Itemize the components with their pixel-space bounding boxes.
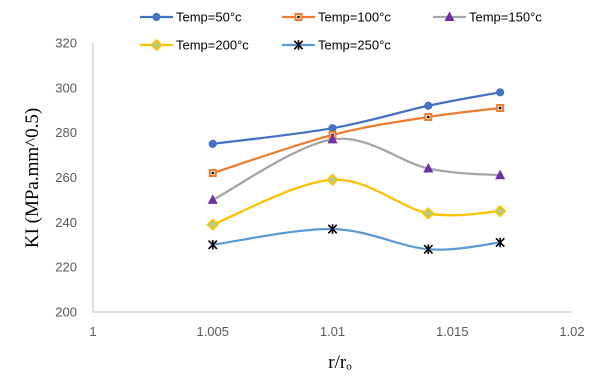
legend-item: Temp=250°c — [282, 38, 391, 53]
legend-item: Temp=200°c — [140, 38, 249, 53]
data-point — [208, 139, 217, 148]
y-tick-label: 280 — [55, 125, 77, 140]
y-tick-label: 320 — [55, 36, 77, 51]
data-point — [327, 224, 338, 234]
legend-label: Temp=50°c — [176, 10, 242, 25]
series-line — [212, 91, 501, 145]
y-tick-label: 300 — [55, 80, 77, 95]
legend-item: Temp=150°c — [433, 10, 542, 25]
data-point — [423, 162, 434, 173]
data-point — [326, 173, 339, 187]
data-point — [327, 133, 338, 144]
data-point — [206, 218, 220, 231]
legend-marker — [152, 12, 161, 22]
x-tick-label: 1.015 — [436, 324, 469, 339]
series-line — [212, 137, 501, 201]
x-tick-labels: 1 1.005 1.01 1.015 1.02 — [89, 324, 584, 339]
legend-label: Temp=100°c — [318, 10, 391, 25]
legend-marker — [293, 40, 304, 50]
marker-center — [211, 171, 214, 175]
data-point — [495, 237, 505, 248]
x-tick-label: 1.02 — [559, 324, 584, 339]
data-point — [424, 101, 433, 110]
data-point — [496, 88, 505, 97]
y-axis-title: KI (MPa.mm^0.5) — [22, 108, 43, 248]
marker-center — [297, 15, 300, 19]
legend-marker — [444, 11, 455, 21]
data-point — [422, 207, 435, 220]
marker-center — [427, 115, 430, 119]
y-tick-labels: 200 220 240 260 280 300 320 — [55, 36, 77, 320]
x-tick-label: 1 — [89, 324, 96, 339]
y-tick-label: 200 — [55, 305, 77, 320]
y-tick-label: 260 — [55, 170, 77, 185]
legend-item: Temp=50°c — [140, 10, 242, 25]
axes — [92, 43, 572, 313]
y-tick-label: 220 — [55, 260, 77, 275]
data-point — [495, 169, 506, 180]
x-tick-label: 1.01 — [320, 324, 345, 339]
data-point — [207, 194, 218, 204]
legend: Temp=50°c Temp=100°c Temp=150°c Temp=200°c T… — [140, 10, 542, 53]
x-axis-title: r/rₒ — [328, 352, 352, 373]
series-lines — [212, 91, 501, 251]
series-markers — [206, 88, 507, 255]
legend-label: Temp=150°c — [469, 10, 542, 25]
legend-item: Temp=100°c — [282, 10, 391, 25]
data-point — [207, 239, 218, 250]
marker-center — [498, 106, 502, 110]
series-line — [212, 106, 501, 175]
data-point — [423, 244, 434, 255]
legend-marker — [150, 38, 163, 52]
legend-label: Temp=250°c — [318, 38, 391, 53]
y-tick-label: 240 — [55, 215, 77, 230]
data-point — [328, 124, 337, 133]
x-tick-label: 1.005 — [196, 324, 229, 339]
series-line — [212, 178, 501, 226]
data-point — [493, 204, 507, 218]
legend-label: Temp=200°c — [176, 38, 249, 53]
series-line — [212, 227, 501, 251]
